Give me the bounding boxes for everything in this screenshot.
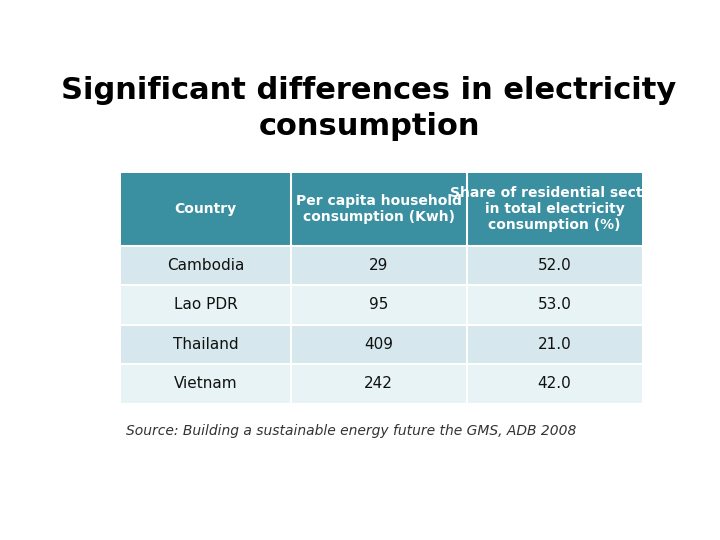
- Text: 242: 242: [364, 376, 393, 392]
- Text: 21.0: 21.0: [538, 337, 572, 352]
- Text: Vietnam: Vietnam: [174, 376, 238, 392]
- FancyBboxPatch shape: [121, 246, 642, 285]
- Text: 409: 409: [364, 337, 393, 352]
- Text: 29: 29: [369, 258, 389, 273]
- Text: Thailand: Thailand: [173, 337, 238, 352]
- FancyBboxPatch shape: [121, 364, 642, 404]
- Text: 95: 95: [369, 298, 389, 313]
- FancyBboxPatch shape: [121, 173, 642, 246]
- Text: Country: Country: [175, 202, 237, 217]
- Text: Cambodia: Cambodia: [167, 258, 245, 273]
- Text: Per capita household
consumption (Kwh): Per capita household consumption (Kwh): [296, 194, 462, 225]
- Text: Share of residential sector
in total electricity
consumption (%): Share of residential sector in total ele…: [450, 186, 659, 233]
- Text: Significant differences in electricity
consumption: Significant differences in electricity c…: [61, 76, 677, 141]
- FancyBboxPatch shape: [121, 285, 642, 325]
- Text: 42.0: 42.0: [538, 376, 572, 392]
- Text: Lao PDR: Lao PDR: [174, 298, 238, 313]
- Text: 52.0: 52.0: [538, 258, 572, 273]
- FancyBboxPatch shape: [121, 325, 642, 364]
- Text: 53.0: 53.0: [538, 298, 572, 313]
- Text: Source: Building a sustainable energy future the GMS, ADB 2008: Source: Building a sustainable energy fu…: [126, 424, 577, 438]
